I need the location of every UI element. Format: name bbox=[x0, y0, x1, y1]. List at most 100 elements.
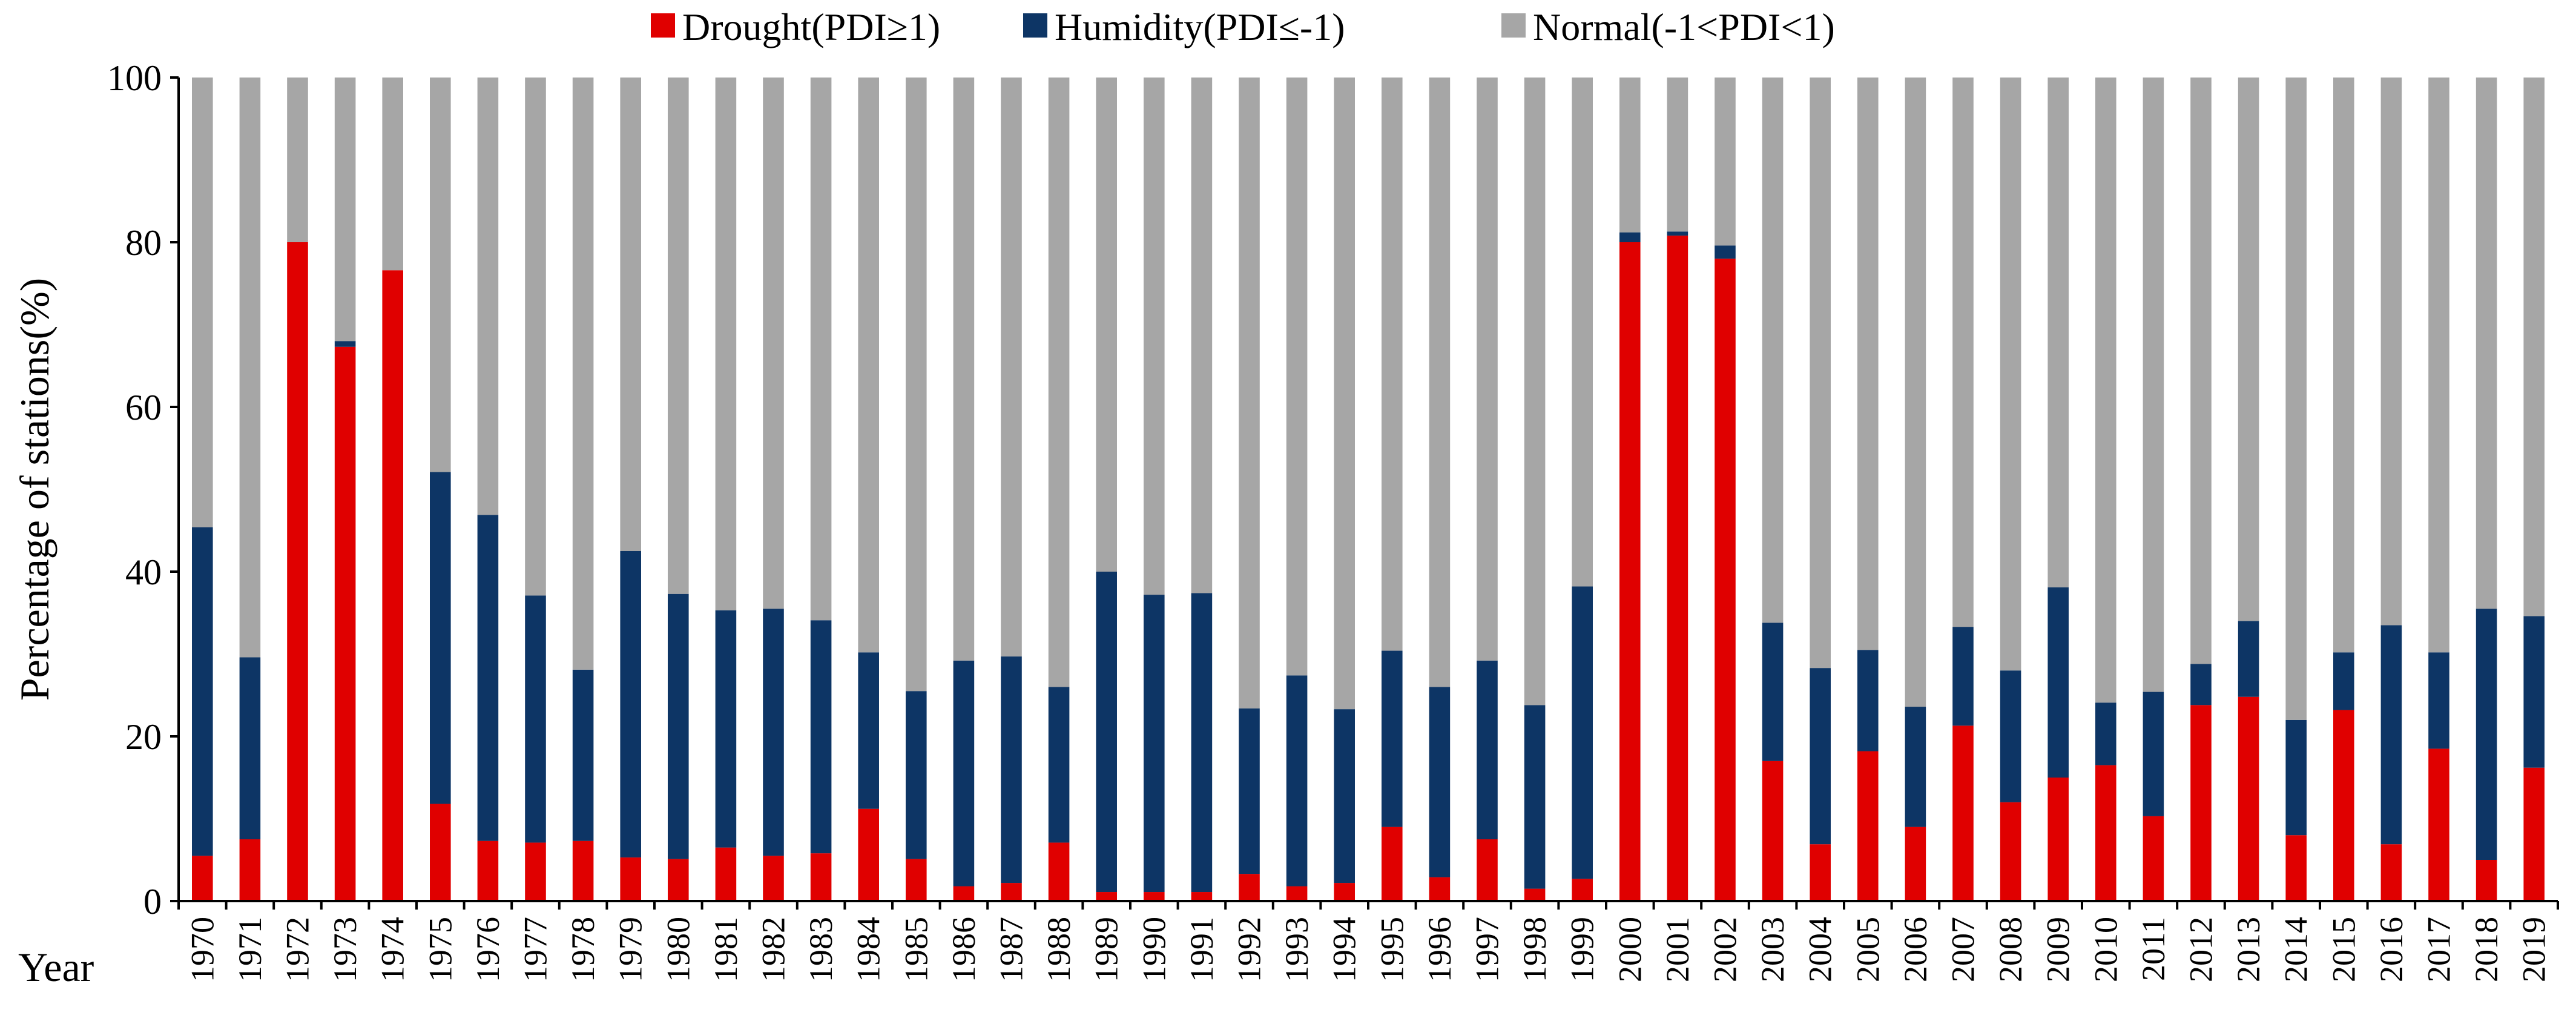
bar-drought-1972 bbox=[287, 242, 308, 901]
bar-normal-1973 bbox=[334, 78, 356, 342]
bar-normal-2015 bbox=[2333, 78, 2354, 653]
x-tick-label-1996: 1996 bbox=[1421, 917, 1458, 982]
bar-humidity-1989 bbox=[1096, 572, 1117, 893]
bar-drought-1987 bbox=[1001, 883, 1022, 901]
bar-drought-1995 bbox=[1382, 827, 1403, 901]
bar-humidity-1978 bbox=[572, 669, 594, 841]
bar-drought-1973 bbox=[334, 346, 356, 901]
bar-drought-2002 bbox=[1715, 259, 1736, 902]
bar-drought-1980 bbox=[668, 859, 689, 901]
bar-drought-2012 bbox=[2190, 705, 2212, 901]
bar-normal-2006 bbox=[1905, 78, 1926, 707]
bar-humidity-2004 bbox=[1810, 668, 1831, 845]
legend-swatch-normal bbox=[1501, 13, 1526, 38]
bar-normal-2007 bbox=[1952, 78, 1974, 627]
x-tick-label-1978: 1978 bbox=[565, 917, 601, 982]
x-tick-label-1980: 1980 bbox=[660, 917, 696, 982]
bar-drought-2009 bbox=[2047, 778, 2069, 901]
bar-drought-1984 bbox=[858, 808, 879, 901]
bar-drought-2013 bbox=[2238, 696, 2259, 901]
x-tick-label-2012: 2012 bbox=[2183, 917, 2219, 982]
bar-humidity-1971 bbox=[239, 657, 261, 839]
bar-drought-1988 bbox=[1048, 842, 1070, 901]
bar-normal-2016 bbox=[2380, 78, 2402, 626]
bar-drought-1983 bbox=[810, 853, 832, 901]
bar-normal-1975 bbox=[430, 78, 451, 472]
bar-drought-2000 bbox=[1619, 242, 1641, 901]
x-tick-label-2005: 2005 bbox=[1850, 917, 1886, 982]
legend: Drought(PDI≥1) Humidity(PDI≤-1) Normal(-1<… bbox=[651, 5, 1835, 48]
y-tick-label-20: 20 bbox=[125, 717, 162, 757]
x-tick-label-1998: 1998 bbox=[1517, 917, 1553, 982]
bar-normal-1979 bbox=[620, 78, 641, 551]
bar-drought-1982 bbox=[763, 856, 784, 901]
bar-normal-1984 bbox=[858, 78, 879, 653]
bar-normal-1992 bbox=[1239, 78, 1260, 709]
x-tick-label-2002: 2002 bbox=[1707, 917, 1744, 982]
bar-normal-1985 bbox=[906, 78, 927, 692]
bar-normal-1998 bbox=[1524, 78, 1546, 705]
bar-drought-1991 bbox=[1191, 892, 1213, 901]
x-tick-label-1986: 1986 bbox=[946, 917, 982, 982]
bar-drought-2008 bbox=[2000, 802, 2021, 901]
bar-drought-2015 bbox=[2333, 710, 2354, 901]
bar-humidity-1998 bbox=[1524, 705, 1546, 889]
x-tick-label-2007: 2007 bbox=[1945, 917, 1981, 982]
bar-humidity-1996 bbox=[1429, 687, 1451, 877]
bar-normal-1970 bbox=[192, 78, 213, 527]
bar-drought-1979 bbox=[620, 857, 641, 901]
bar-normal-2008 bbox=[2000, 78, 2021, 671]
bar-humidity-1981 bbox=[715, 610, 737, 848]
legend-label-humidity: Humidity(PDI≤-1) bbox=[1055, 5, 1345, 48]
x-tick-label-1975: 1975 bbox=[422, 917, 458, 982]
x-tick-label-2013: 2013 bbox=[2230, 917, 2267, 982]
bar-normal-2010 bbox=[2095, 78, 2116, 703]
x-tick-label-1995: 1995 bbox=[1374, 917, 1410, 982]
bar-humidity-2019 bbox=[2523, 616, 2545, 768]
x-tick-label-1984: 1984 bbox=[851, 917, 887, 982]
legend-swatch-drought bbox=[651, 13, 675, 38]
x-tick-label-2009: 2009 bbox=[2040, 917, 2077, 982]
x-tick-label-1979: 1979 bbox=[613, 917, 649, 982]
bar-normal-1994 bbox=[1334, 78, 1355, 710]
x-tick-label-1999: 1999 bbox=[1564, 917, 1601, 982]
x-tick-label-1974: 1974 bbox=[375, 917, 411, 982]
bar-humidity-2009 bbox=[2047, 587, 2069, 778]
legend-label-normal: Normal(-1<PDI<1) bbox=[1533, 5, 1835, 48]
x-tick-label-1972: 1972 bbox=[280, 917, 316, 982]
bar-humidity-1984 bbox=[858, 652, 879, 809]
bar-normal-1997 bbox=[1477, 78, 1498, 661]
x-tick-label-1989: 1989 bbox=[1089, 917, 1125, 982]
bar-normal-2011 bbox=[2143, 78, 2164, 692]
y-tick-label-40: 40 bbox=[125, 552, 162, 592]
x-tick-label-1997: 1997 bbox=[1469, 917, 1506, 982]
bar-drought-2001 bbox=[1667, 236, 1688, 901]
bar-normal-1986 bbox=[953, 78, 975, 661]
bar-drought-1985 bbox=[906, 859, 927, 901]
bar-drought-2019 bbox=[2523, 767, 2545, 901]
x-tick-label-1976: 1976 bbox=[470, 917, 506, 982]
x-tick-label-1990: 1990 bbox=[1136, 917, 1172, 982]
bar-humidity-2013 bbox=[2238, 621, 2259, 697]
bar-normal-1981 bbox=[715, 78, 737, 610]
bar-drought-2010 bbox=[2095, 765, 2116, 901]
bar-drought-2007 bbox=[1952, 725, 1974, 901]
bar-drought-2005 bbox=[1857, 751, 1879, 901]
x-tick-label-2006: 2006 bbox=[1897, 917, 1934, 982]
bar-humidity-1991 bbox=[1191, 593, 1213, 893]
bar-humidity-2015 bbox=[2333, 652, 2354, 710]
bar-normal-2000 bbox=[1619, 78, 1641, 233]
x-tick-label-1988: 1988 bbox=[1041, 917, 1077, 982]
bar-humidity-1973 bbox=[334, 341, 356, 347]
bar-drought-1989 bbox=[1096, 892, 1117, 901]
y-tick-label-100: 100 bbox=[107, 58, 162, 98]
bar-drought-1999 bbox=[1572, 879, 1593, 901]
bar-normal-2012 bbox=[2190, 78, 2212, 664]
x-tick-label-2001: 2001 bbox=[1659, 917, 1696, 982]
x-tick-label-1973: 1973 bbox=[327, 917, 363, 982]
bar-humidity-2003 bbox=[1762, 623, 1784, 761]
bar-humidity-2017 bbox=[2428, 652, 2449, 749]
bar-normal-1983 bbox=[810, 78, 832, 621]
bar-normal-2017 bbox=[2428, 78, 2449, 653]
x-tick-label-2014: 2014 bbox=[2278, 917, 2314, 982]
